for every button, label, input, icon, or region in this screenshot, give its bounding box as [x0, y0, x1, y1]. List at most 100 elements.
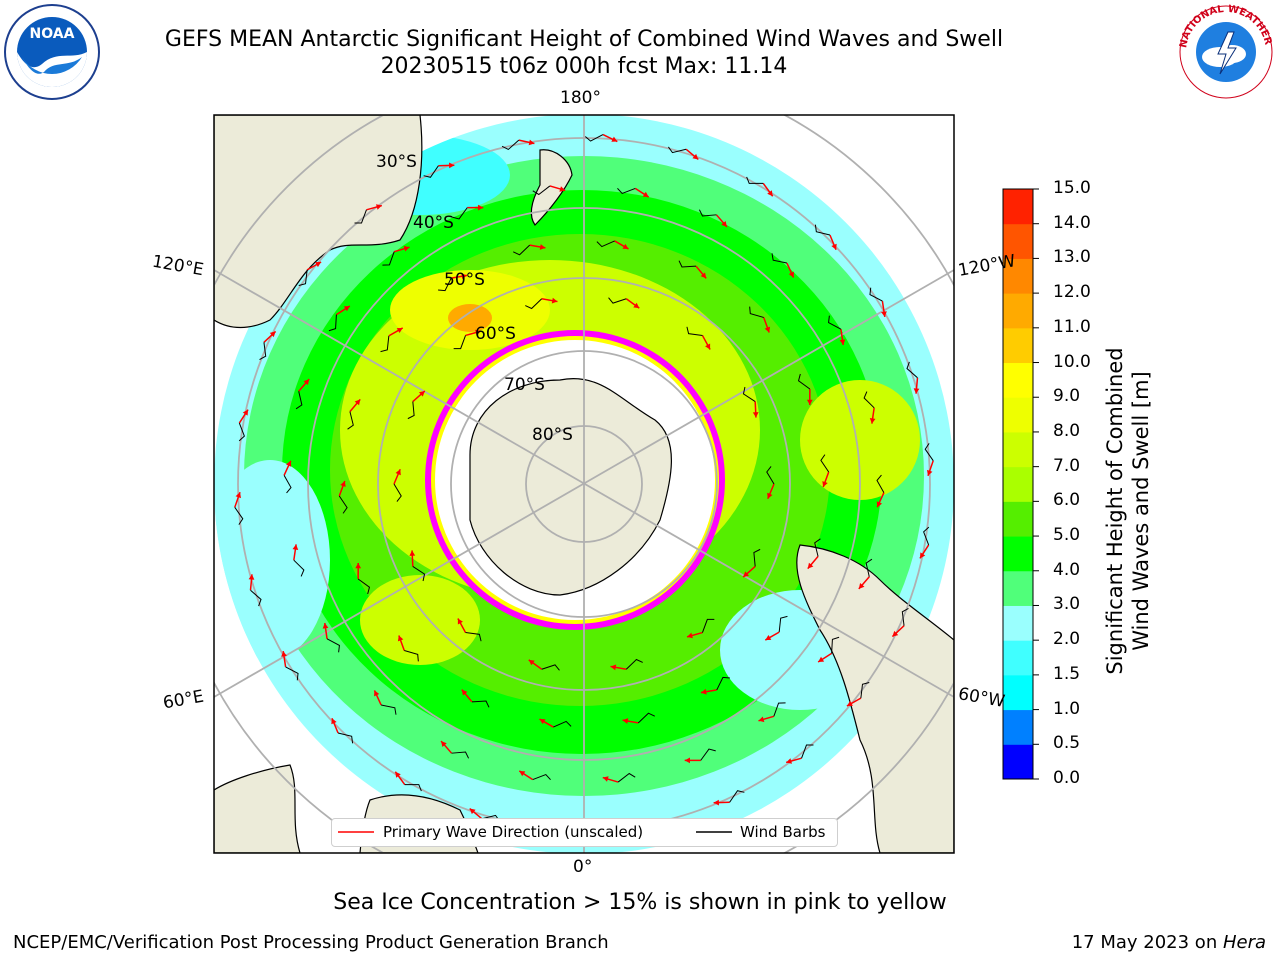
wind-barb — [923, 526, 930, 546]
colorbar-label: Significant Height of Combined Wind Wave… — [1103, 347, 1153, 675]
wind-barb — [250, 589, 262, 607]
wind-barb — [393, 483, 402, 502]
colorbar-tick-label: 1.5 — [1053, 663, 1081, 684]
wave-direction-arrowhead — [469, 808, 476, 815]
wave-direction-arrowhead — [354, 399, 361, 406]
wave-direction-arrowhead — [633, 302, 640, 309]
colorbar — [1003, 188, 1039, 780]
wind-barb — [553, 720, 572, 728]
wind-barb — [354, 209, 367, 224]
wind-barb — [541, 664, 560, 671]
wave-direction-arrowhead — [340, 480, 346, 487]
legend-wave-direction-label: Primary Wave Direction (unscaled) — [383, 823, 644, 841]
wave-direction-arrowhead — [331, 718, 337, 725]
wind-barb — [749, 306, 764, 318]
wave-direction-arrowhead — [461, 273, 468, 280]
wind-barb — [828, 315, 842, 330]
wind-barb — [238, 422, 245, 442]
wave-direction-arrowhead — [396, 327, 403, 334]
new-zealand-land — [530, 149, 573, 226]
colorbar-tick-label: 4.0 — [1053, 559, 1081, 580]
lat-label-50s: 50°S — [444, 270, 485, 290]
wave-direction-arrowhead — [752, 412, 759, 418]
wave-band-cyan-w — [214, 460, 330, 660]
colorbar-segment — [1003, 709, 1033, 745]
colorbar-segment — [1003, 362, 1033, 398]
wave-direction-arrowhead — [913, 388, 920, 394]
wind-barb — [701, 618, 715, 633]
wave-direction-arrowhead — [919, 552, 926, 559]
colorbar-segment — [1003, 744, 1033, 780]
wind-barb — [584, 134, 604, 142]
wind-barb — [778, 615, 788, 633]
wind-barb — [771, 253, 788, 264]
footer-branch: NCEP/EMC/Verification Post Processing Pr… — [13, 932, 609, 953]
footer-date: 17 May 2023 on Hera — [1071, 932, 1266, 953]
wave-direction-arrowhead — [539, 244, 546, 250]
wave-direction-arrowhead — [758, 716, 765, 723]
wind-barb — [407, 401, 415, 420]
wave-direction-arrowhead — [839, 339, 846, 345]
wave-direction-arrowhead — [478, 204, 484, 211]
wave-direction-arrowhead — [622, 243, 629, 249]
wave-direction-arrowhead — [684, 757, 690, 764]
wind-barb — [906, 361, 918, 379]
wave-direction-arrowhead — [418, 390, 425, 397]
lat-label-40s: 40°S — [413, 213, 454, 233]
meridian-120e-60w — [214, 269, 954, 698]
wind-barb — [617, 772, 636, 783]
wave-direction-arrowhead — [876, 501, 883, 508]
wave-direction-arrowhead — [551, 297, 558, 304]
wave-direction-arrowhead — [705, 343, 711, 350]
wind-barb — [293, 559, 305, 577]
wave-direction-arrowhead — [441, 741, 447, 747]
wind-barb — [382, 251, 395, 266]
wind-barb — [617, 187, 636, 195]
wave-direction-arrowhead — [235, 492, 242, 499]
colorbar-tick-label: 7.0 — [1053, 455, 1081, 476]
nws-logo: NATIONAL WEATHER SERVICE — [1172, 0, 1276, 106]
colorbar-frame — [1002, 188, 1034, 780]
colorbar-segment — [1003, 501, 1033, 537]
colorbar-segment — [1003, 431, 1033, 468]
africa-land — [214, 764, 301, 853]
noaa-logo: NOAA — [2, 2, 102, 106]
wave-direction-arrowhead — [788, 271, 794, 278]
wave-direction-arrowhead — [611, 136, 618, 142]
colorbar-tick-label: 0.0 — [1053, 768, 1081, 788]
colorbar-segment — [1003, 327, 1033, 364]
wind-barb — [766, 466, 775, 485]
wind-barb — [814, 224, 831, 236]
wave-direction-arrowhead — [622, 718, 629, 724]
wave-direction-arrowhead — [806, 399, 813, 406]
wind-barb — [328, 314, 337, 332]
wave-direction-arrowhead — [376, 204, 382, 210]
wave-direction-arrowhead — [846, 700, 853, 706]
lat-label-30s: 30°S — [376, 152, 417, 172]
wind-barb — [801, 744, 814, 759]
wave-direction-arrowhead — [713, 799, 719, 806]
wave-direction-arrowhead — [395, 469, 401, 476]
colorbar-segment — [1003, 570, 1033, 606]
wind-barb — [347, 411, 354, 430]
wave-direction-arrowhead — [322, 623, 329, 629]
wind-barb — [295, 391, 303, 410]
wave-direction-arrowhead — [807, 562, 814, 569]
wind-barb — [298, 269, 308, 287]
wave-direction-arrowhead — [343, 305, 350, 312]
map-title: GEFS MEAN Antarctic Significant Height o… — [164, 27, 1004, 52]
wind-barb — [678, 260, 696, 268]
wind-barb — [404, 784, 422, 792]
wave-direction-arrowhead — [403, 245, 410, 252]
colorbar-tick-label: 9.0 — [1053, 386, 1081, 407]
wave-direction-arrowhead — [355, 562, 362, 569]
wave-direction-arrowhead — [397, 635, 404, 642]
wind-barb — [863, 391, 875, 409]
antarctica-land — [469, 378, 672, 596]
wave-direction-arrowhead — [449, 162, 455, 169]
wave-direction-arrowhead — [767, 190, 773, 197]
lat-label-60s: 60°S — [475, 324, 516, 344]
wind-barb — [285, 666, 299, 681]
lon-label-180: 180° — [560, 88, 601, 108]
